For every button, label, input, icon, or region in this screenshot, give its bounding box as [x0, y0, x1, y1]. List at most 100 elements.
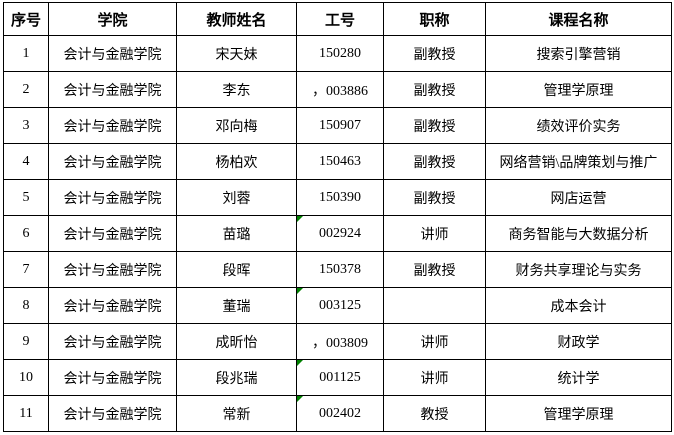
cell-teacher-name[interactable]: 董瑞	[176, 287, 297, 324]
header-cell-course-name[interactable]: 课程名称	[485, 2, 672, 36]
cell-job-title[interactable]: 副教授	[383, 71, 486, 108]
cell-job-title[interactable]: 副教授	[383, 107, 486, 144]
table-row: 3 会计与金融学院 邓向梅 150907 副教授 绩效评价实务	[3, 107, 672, 144]
cell-course-name[interactable]: 成本会计	[485, 287, 672, 324]
cell-employee-id[interactable]: 001125	[296, 359, 384, 396]
cell-employee-id[interactable]: 002402	[296, 395, 384, 432]
employee-id-text: ，003886	[312, 83, 368, 99]
header-cell-teacher-name[interactable]: 教师姓名	[176, 2, 297, 36]
table-row: 11 会计与金融学院 常新 002402 教授 管理学原理	[3, 395, 672, 432]
cell-course-name[interactable]: 网店运营	[485, 179, 672, 216]
cell-college[interactable]: 会计与金融学院	[48, 35, 177, 72]
green-triangle-icon	[297, 396, 303, 402]
cell-teacher-name[interactable]: 段晖	[176, 251, 297, 288]
cell-index[interactable]: 8	[3, 287, 49, 324]
employee-id-text: ，003809	[312, 335, 368, 351]
cell-teacher-name[interactable]: 常新	[176, 395, 297, 432]
table-row: 8 会计与金融学院 董瑞 003125 成本会计	[3, 287, 672, 324]
teacher-course-table: 序号 学院 教师姓名 工号 职称 课程名称 1 会计与金融学院 宋天妹 1502…	[3, 2, 672, 432]
cell-course-name[interactable]: 管理学原理	[485, 395, 672, 432]
cell-teacher-name[interactable]: 李东	[176, 71, 297, 108]
cell-teacher-name[interactable]: 段兆瑞	[176, 359, 297, 396]
cell-employee-id[interactable]: 150463	[296, 143, 384, 180]
cell-college[interactable]: 会计与金融学院	[48, 359, 177, 396]
cell-college[interactable]: 会计与金融学院	[48, 107, 177, 144]
table-row: 10 会计与金融学院 段兆瑞 001125 讲师 统计学	[3, 359, 672, 396]
cell-job-title[interactable]: 副教授	[383, 35, 486, 72]
header-cell-index[interactable]: 序号	[3, 2, 49, 36]
cell-index[interactable]: 11	[3, 395, 49, 432]
cell-index[interactable]: 10	[3, 359, 49, 396]
table-row: 7 会计与金融学院 段晖 150378 副教授 财务共享理论与实务	[3, 251, 672, 288]
cell-index[interactable]: 1	[3, 35, 49, 72]
cell-job-title[interactable]	[383, 287, 486, 324]
cell-job-title[interactable]: 讲师	[383, 323, 486, 360]
cell-index[interactable]: 4	[3, 143, 49, 180]
cell-college[interactable]: 会计与金融学院	[48, 215, 177, 252]
cell-college[interactable]: 会计与金融学院	[48, 323, 177, 360]
cell-college[interactable]: 会计与金融学院	[48, 395, 177, 432]
table-row: 6 会计与金融学院 苗璐 002924 讲师 商务智能与大数据分析	[3, 215, 672, 252]
header-cell-college[interactable]: 学院	[48, 2, 177, 36]
cell-employee-id[interactable]: ，003886	[296, 71, 384, 108]
cell-college[interactable]: 会计与金融学院	[48, 287, 177, 324]
cell-employee-id[interactable]: 150378	[296, 251, 384, 288]
cell-employee-id[interactable]: 150280	[296, 35, 384, 72]
table-row: 5 会计与金融学院 刘蓉 150390 副教授 网店运营	[3, 179, 672, 216]
cell-course-name[interactable]: 财务共享理论与实务	[485, 251, 672, 288]
cell-employee-id[interactable]: 150390	[296, 179, 384, 216]
table-row: 4 会计与金融学院 杨柏欢 150463 副教授 网络营销\品牌策划与推广	[3, 143, 672, 180]
green-triangle-icon	[297, 360, 303, 366]
cell-job-title[interactable]: 教授	[383, 395, 486, 432]
table-body: 1 会计与金融学院 宋天妹 150280 副教授 搜索引擎营销 2 会计与金融学…	[3, 35, 672, 432]
cell-course-name[interactable]: 绩效评价实务	[485, 107, 672, 144]
header-cell-job-title[interactable]: 职称	[383, 2, 486, 36]
employee-id-text: 003125	[319, 297, 361, 313]
cell-index[interactable]: 2	[3, 71, 49, 108]
cell-index[interactable]: 9	[3, 323, 49, 360]
employee-id-text: 002402	[319, 405, 361, 421]
cell-teacher-name[interactable]: 杨柏欢	[176, 143, 297, 180]
cell-teacher-name[interactable]: 刘蓉	[176, 179, 297, 216]
green-triangle-icon	[297, 216, 303, 222]
cell-course-name[interactable]: 财政学	[485, 323, 672, 360]
cell-job-title[interactable]: 副教授	[383, 251, 486, 288]
green-triangle-icon	[297, 288, 303, 294]
employee-id-text: 002924	[319, 225, 361, 241]
cell-employee-id[interactable]: 002924	[296, 215, 384, 252]
cell-course-name[interactable]: 商务智能与大数据分析	[485, 215, 672, 252]
cell-course-name[interactable]: 搜索引擎营销	[485, 35, 672, 72]
cell-course-name[interactable]: 统计学	[485, 359, 672, 396]
employee-id-text: 150463	[319, 153, 361, 169]
cell-job-title[interactable]: 副教授	[383, 143, 486, 180]
cell-job-title[interactable]: 讲师	[383, 215, 486, 252]
employee-id-text: 150390	[319, 189, 361, 205]
cell-job-title[interactable]: 副教授	[383, 179, 486, 216]
employee-id-text: 150378	[319, 261, 361, 277]
cell-college[interactable]: 会计与金融学院	[48, 251, 177, 288]
cell-job-title[interactable]: 讲师	[383, 359, 486, 396]
cell-teacher-name[interactable]: 邓向梅	[176, 107, 297, 144]
cell-course-name[interactable]: 网络营销\品牌策划与推广	[485, 143, 672, 180]
cell-college[interactable]: 会计与金融学院	[48, 179, 177, 216]
employee-id-text: 001125	[319, 369, 361, 385]
cell-index[interactable]: 3	[3, 107, 49, 144]
cell-index[interactable]: 5	[3, 179, 49, 216]
cell-index[interactable]: 7	[3, 251, 49, 288]
cell-college[interactable]: 会计与金融学院	[48, 143, 177, 180]
employee-id-text: 150907	[319, 117, 361, 133]
cell-employee-id[interactable]: ，003809	[296, 323, 384, 360]
employee-id-text: 150280	[319, 45, 361, 61]
header-cell-employee-id[interactable]: 工号	[296, 2, 384, 36]
cell-teacher-name[interactable]: 成昕怡	[176, 323, 297, 360]
cell-employee-id[interactable]: 150907	[296, 107, 384, 144]
cell-course-name[interactable]: 管理学原理	[485, 71, 672, 108]
cell-employee-id[interactable]: 003125	[296, 287, 384, 324]
cell-teacher-name[interactable]: 苗璐	[176, 215, 297, 252]
table-header-row: 序号 学院 教师姓名 工号 职称 课程名称	[3, 2, 672, 36]
table-row: 1 会计与金融学院 宋天妹 150280 副教授 搜索引擎营销	[3, 35, 672, 72]
cell-teacher-name[interactable]: 宋天妹	[176, 35, 297, 72]
cell-college[interactable]: 会计与金融学院	[48, 71, 177, 108]
table-row: 2 会计与金融学院 李东 ，003886 副教授 管理学原理	[3, 71, 672, 108]
cell-index[interactable]: 6	[3, 215, 49, 252]
